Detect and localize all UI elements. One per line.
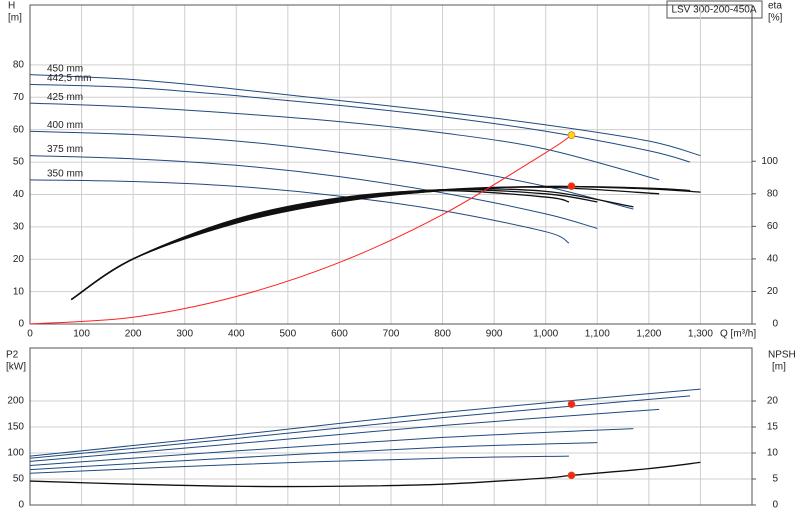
x-tick-label: 200 [125, 329, 142, 340]
y2-tick-label: 100 [761, 156, 778, 167]
x-tick-label: 500 [280, 329, 297, 340]
series-line [29, 408, 660, 462]
y2-unit: [m] [772, 362, 786, 373]
series-line [29, 442, 598, 471]
curve-label: 425 mm [47, 92, 83, 103]
y2-unit: [%] [768, 13, 783, 24]
series-line [29, 83, 691, 163]
x-tick-label: 1,200 [636, 329, 661, 340]
y-label: H [8, 1, 15, 12]
curve-label: 400 mm [47, 120, 83, 131]
x-tick-label: 700 [383, 329, 400, 340]
series-line [29, 428, 634, 466]
y2-tick-label: 40 [767, 254, 779, 265]
series-line [29, 134, 572, 325]
series-line [70, 189, 570, 301]
y-tick-label: 10 [13, 286, 25, 297]
x-tick-label: 1,000 [533, 329, 558, 340]
series-line [29, 395, 691, 459]
y-tick-label: 50 [13, 474, 25, 485]
y2-label: eta [768, 1, 782, 12]
x-tick-label: 0 [27, 329, 33, 340]
y-tick-label: 150 [7, 422, 24, 433]
y-tick-label: 30 [13, 221, 25, 232]
y-tick-label: 70 [13, 92, 25, 103]
y2-tick-label: 20 [767, 396, 779, 407]
y2-tick-label: 20 [767, 286, 779, 297]
x-tick-label: 600 [331, 329, 348, 340]
y-tick-label: 200 [7, 396, 24, 407]
curve-label: 450 mm [47, 63, 83, 74]
y2-tick-label: 0 [772, 500, 778, 511]
y-label: P2 [6, 350, 19, 361]
y-tick-label: 40 [13, 189, 25, 200]
y2-tick-label: 15 [767, 422, 779, 433]
x-tick-label: 800 [434, 329, 451, 340]
operating-point [567, 400, 576, 408]
x-tick-label: 1,100 [585, 329, 610, 340]
series-line [70, 188, 598, 301]
series-line [29, 74, 701, 157]
y-tick-label: 0 [18, 500, 24, 511]
series-line [29, 102, 660, 181]
x-tick-label: 900 [486, 329, 503, 340]
curve-label: 442,5 mm [47, 73, 91, 84]
x-label: Q [m³/h] [720, 329, 756, 340]
y2-tick-label: 5 [772, 474, 778, 485]
chart-title: LSV 300-200-450A [671, 5, 756, 16]
plot-frame [29, 347, 753, 506]
x-tick-label: 1,300 [688, 329, 713, 340]
y2-tick-label: 60 [767, 221, 779, 232]
series-line [70, 188, 634, 301]
y2-tick-label: 80 [767, 188, 779, 199]
y-tick-label: 20 [13, 254, 25, 265]
y-tick-label: 60 [13, 124, 25, 135]
y-tick-label: 50 [13, 157, 25, 168]
series-line [70, 186, 660, 301]
y-unit: [m] [8, 13, 22, 24]
series-line [29, 461, 701, 488]
x-tick-label: 100 [73, 329, 90, 340]
series-line [29, 155, 598, 229]
x-tick-label: 400 [228, 329, 245, 340]
curve-label: 375 mm [47, 144, 83, 155]
series-line [29, 179, 570, 244]
y2-label: NPSH [768, 350, 796, 361]
y-tick-label: 80 [13, 60, 25, 71]
x-tick-label: 300 [176, 329, 193, 340]
y2-tick-label: 10 [767, 448, 779, 459]
plot-frame [29, 4, 753, 325]
y2-tick-label: 0 [772, 319, 778, 330]
y-unit: [kW] [6, 362, 26, 373]
series-line [29, 455, 569, 474]
operating-point [567, 182, 576, 190]
y-tick-label: 100 [7, 448, 24, 459]
operating-point [567, 471, 576, 480]
series-line [29, 388, 701, 457]
y-tick-label: 0 [18, 319, 24, 330]
operating-point [567, 131, 576, 139]
curve-label: 350 mm [47, 169, 83, 180]
